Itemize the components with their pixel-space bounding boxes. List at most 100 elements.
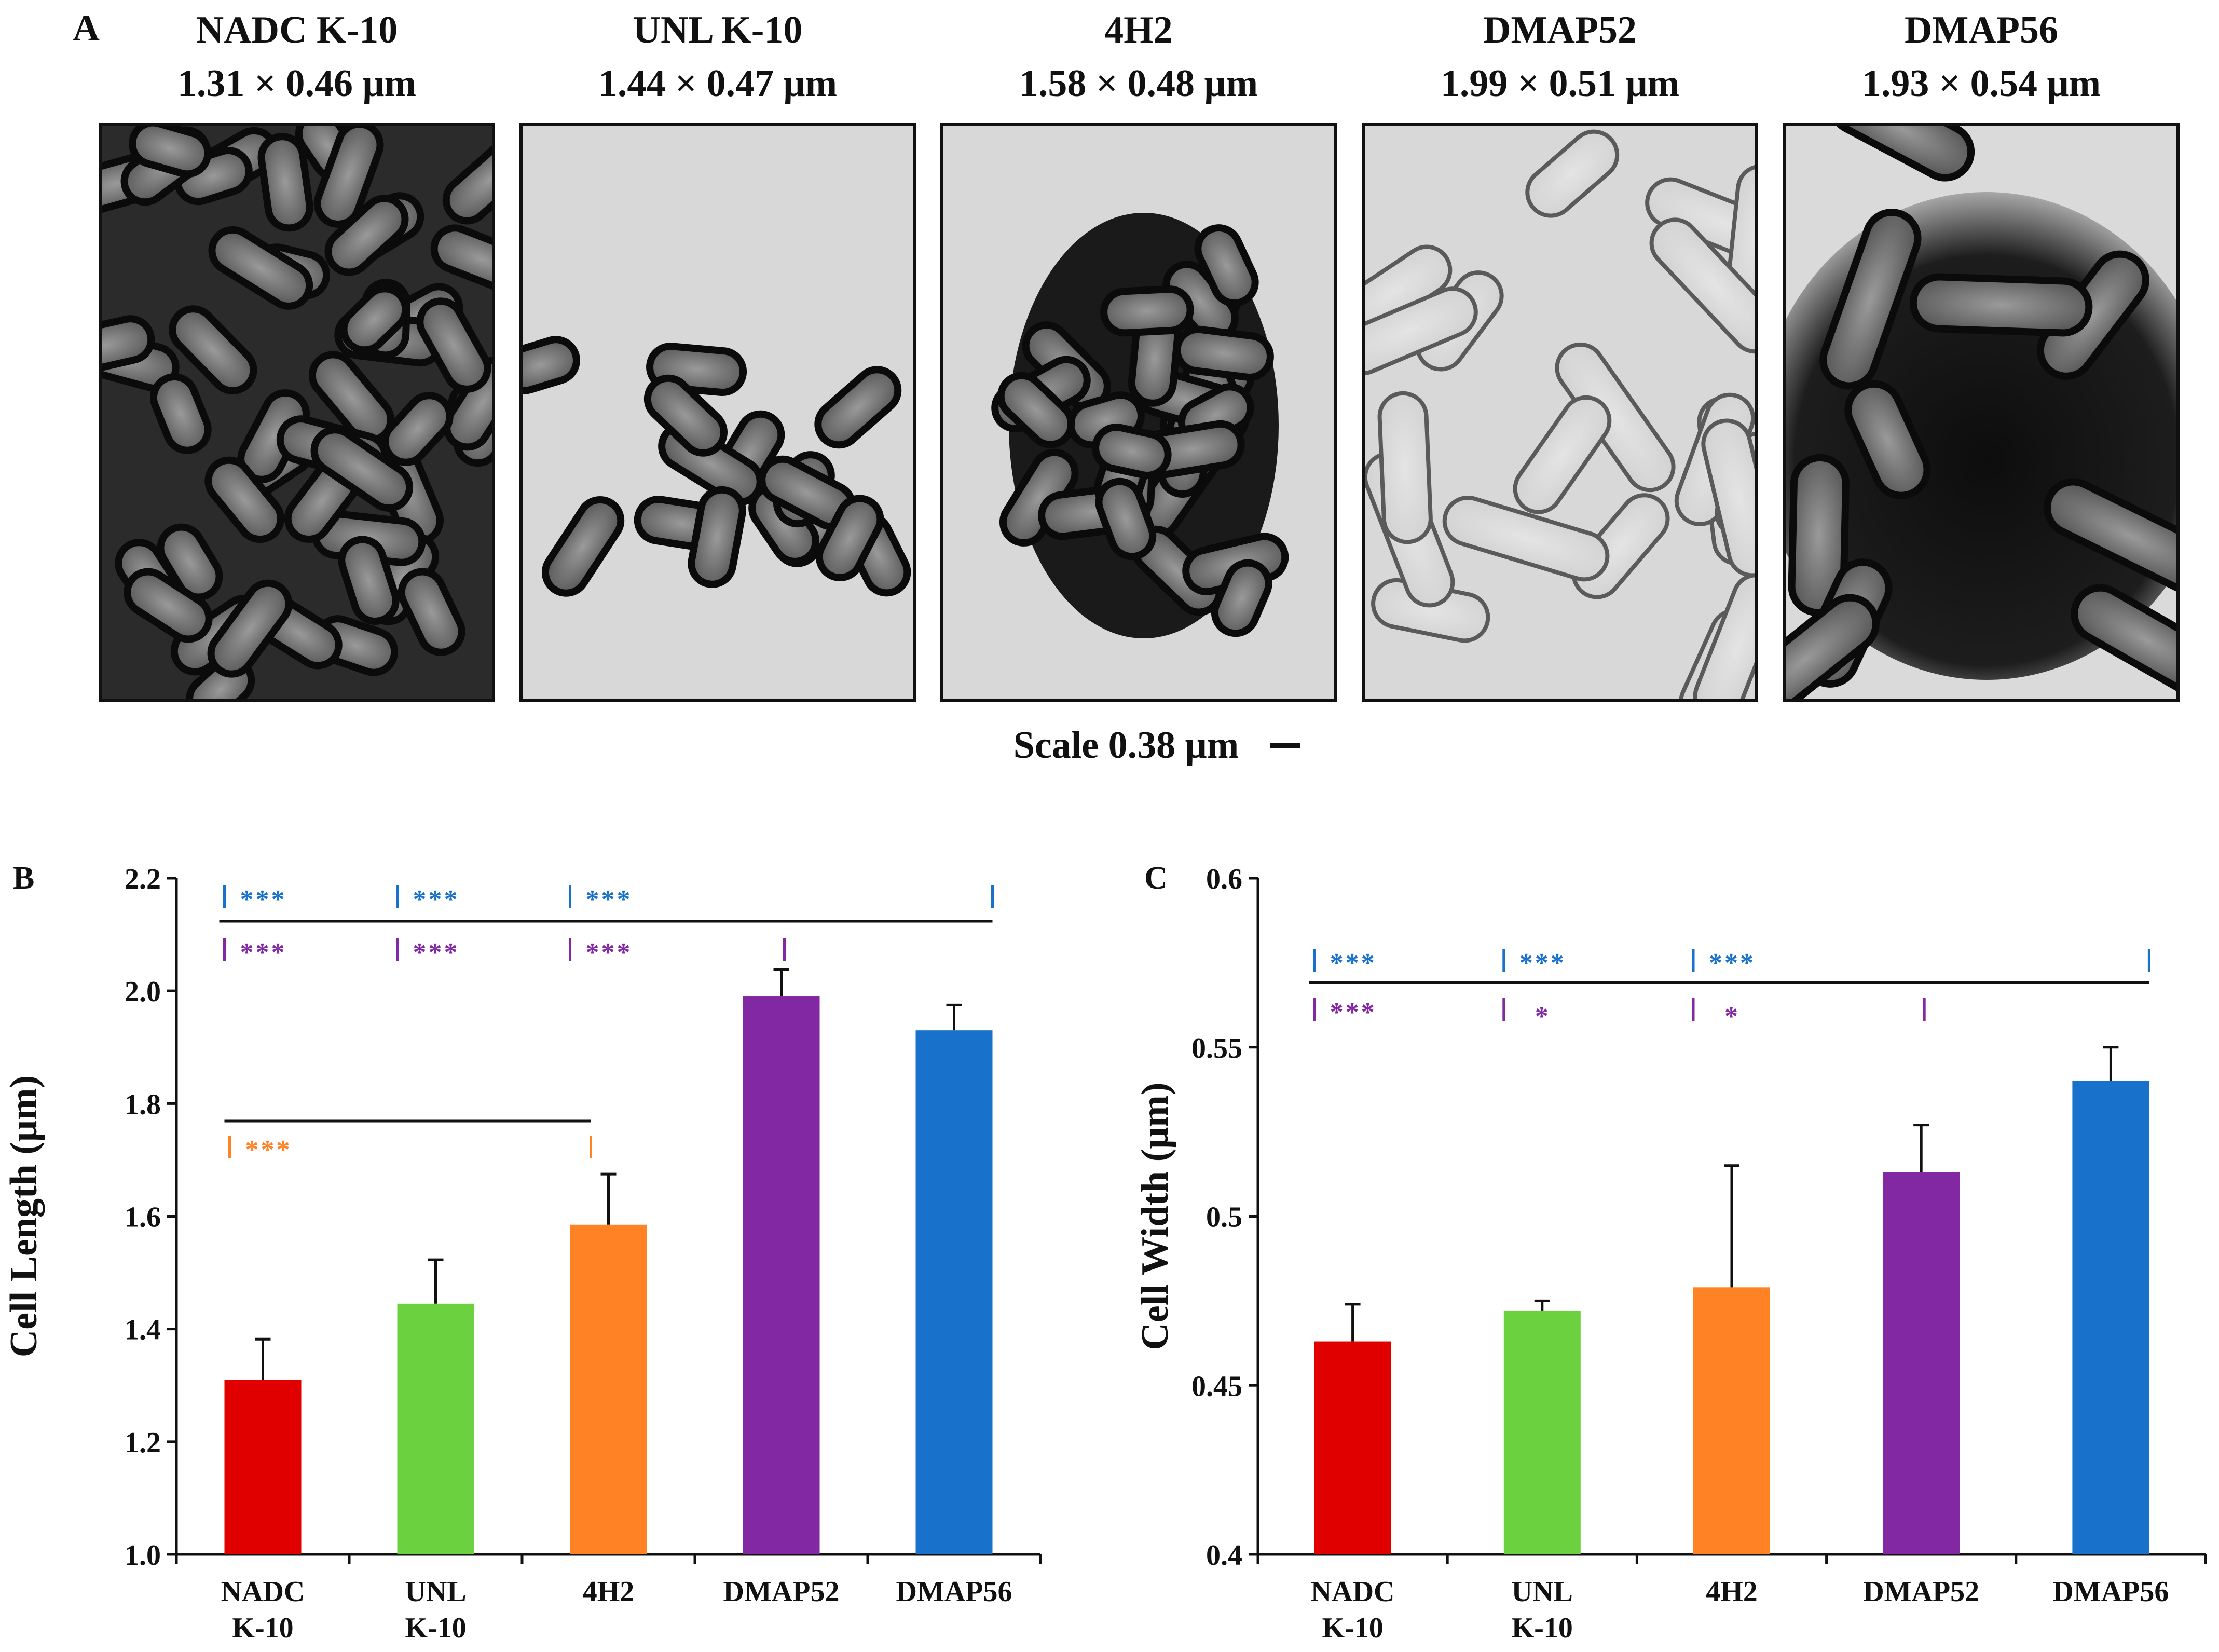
y-tick-label: 1.6: [125, 1202, 161, 1234]
micrograph-nadc-k-10: [100, 125, 494, 701]
micrograph-unl-k-10: [521, 125, 914, 701]
y-tick-label: 1.2: [125, 1427, 161, 1459]
image-title-dmap56: DMAP56: [1905, 9, 2058, 51]
panel-a: NADC K-10 1.31 × 0.46 μm UNL K-10 1.44 × 0.…: [99, 9, 2180, 702]
scale-label: Scale 0.38 μm: [1013, 724, 1239, 767]
x-tick-label: 4H2: [583, 1576, 635, 1608]
bacterial-cell: [129, 125, 212, 178]
bacterial-cell: [1095, 477, 1157, 561]
micrograph-dmap56: [1785, 125, 2178, 701]
significance-mark: ***: [245, 1135, 292, 1165]
y-axis-label: Cell Length (μm): [3, 1075, 45, 1357]
bar-dmap52: [1883, 1172, 1960, 1554]
bacterial-cell: [1645, 177, 1757, 269]
image-frame-dmap56: [1783, 123, 2180, 702]
significance-mark: ***: [413, 885, 460, 914]
bacterial-cell: [1701, 418, 1757, 578]
x-tick-label: UNL: [1512, 1576, 1573, 1608]
bacterial-cell: [1194, 224, 1259, 307]
micrograph-dmap52: [1363, 125, 1757, 701]
bacterial-cell: [688, 486, 746, 588]
x-tick-label: DMAP56: [2052, 1576, 2169, 1608]
image-title-nadc-k-10: NADC K-10: [196, 9, 398, 51]
bar-unl-k-10: [397, 1303, 474, 1554]
significance-mark: ***: [240, 885, 287, 914]
significance-mark: ***: [1709, 948, 1756, 978]
bacterial-cell: [1442, 495, 1610, 582]
y-tick-label: 0.6: [1206, 863, 1242, 895]
image-title-unl-k-10: UNL K-10: [633, 9, 803, 51]
y-tick-label: 2.0: [125, 976, 161, 1008]
bacterial-cell: [541, 496, 625, 597]
bar-dmap56: [2072, 1081, 2149, 1554]
image-frame-unl-k-10: [519, 123, 916, 702]
y-tick-label: 0.45: [1191, 1370, 1242, 1402]
image-dims-dmap52: 1.99 × 0.51 μm: [1441, 62, 1679, 105]
panel-b-chart: B Cell Length (μm) 1.0 1.2 1.4 1.6 1.8 2.0 2.2 NA…: [3, 861, 1042, 1644]
bacterial-cell: [398, 568, 465, 656]
bacterial-cell: [1844, 380, 1931, 499]
y-tick-label: 1.8: [125, 1088, 161, 1121]
bar-nadc-k-10: [224, 1380, 302, 1554]
bacterial-cell: [310, 426, 414, 512]
bacterial-cell: [2043, 478, 2178, 595]
micrograph-4h2: [942, 125, 1335, 701]
bar-dmap56: [915, 1030, 993, 1554]
bacterial-cell: [149, 373, 212, 454]
y-tick-label: 0.5: [1206, 1202, 1242, 1234]
y-tick-label: 1.0: [125, 1539, 161, 1572]
bar-dmap52: [743, 996, 820, 1554]
bacterial-cell: [208, 226, 313, 310]
bar-nadc-k-10: [1314, 1341, 1391, 1554]
bacterial-cell: [338, 536, 400, 625]
bacterial-cell: [430, 224, 494, 294]
x-tick-label: DMAP52: [723, 1576, 840, 1608]
significance-mark: ***: [1519, 948, 1566, 978]
bacterial-cell: [207, 579, 293, 678]
x-tick-label: K-10: [1512, 1612, 1573, 1644]
bar-4h2: [570, 1224, 647, 1554]
x-tick-label: NADC: [1311, 1576, 1395, 1608]
significance-mark: *: [1535, 1002, 1551, 1031]
image-frame-dmap52: [1362, 123, 1758, 702]
y-tick-label: 0.55: [1191, 1032, 1242, 1064]
image-dims-4h2: 1.58 × 0.48 μm: [1019, 62, 1258, 105]
bacterial-cell: [204, 456, 284, 543]
bacterial-cell: [1513, 395, 1612, 514]
bacterial-cell: [169, 305, 257, 394]
bacterial-cell: [997, 372, 1075, 448]
x-tick-label: DMAP52: [1863, 1576, 1979, 1608]
bacterial-cell: [257, 133, 313, 232]
scale-bar: [1270, 743, 1300, 748]
x-tick-label: K-10: [405, 1612, 466, 1644]
bacterial-cell: [1092, 424, 1172, 479]
y-tick-label: 2.2: [125, 863, 161, 895]
bacterial-cell: [381, 392, 454, 466]
image-frame-nadc-k-10: [99, 123, 495, 702]
panel-a-label: A: [73, 7, 100, 49]
x-tick-label: DMAP56: [896, 1576, 1012, 1608]
bacterial-cell: [1693, 572, 1757, 701]
bacterial-cell: [1828, 125, 1975, 182]
bacterial-cell: [1909, 273, 2093, 337]
bar-unl-k-10: [1503, 1310, 1581, 1554]
bacterial-cell: [1211, 559, 1272, 637]
image-dims-dmap56: 1.93 × 0.54 μm: [1862, 62, 2101, 105]
panel-label: C: [1144, 861, 1168, 896]
image-dims-unl-k-10: 1.44 × 0.47 μm: [598, 62, 837, 105]
bar-4h2: [1693, 1287, 1770, 1554]
y-tick-label: 1.4: [125, 1314, 161, 1346]
bacterial-cell: [1173, 325, 1274, 381]
significance-mark: ***: [1330, 998, 1377, 1027]
significance-mark: ***: [1330, 948, 1377, 978]
panel-label: B: [13, 861, 34, 896]
significance-mark: ***: [586, 938, 633, 967]
bacterial-cell: [340, 285, 409, 354]
x-tick-label: K-10: [1322, 1612, 1383, 1644]
significance-mark: *: [1724, 1002, 1740, 1031]
significance-mark: ***: [413, 938, 460, 967]
bacterial-cell: [416, 297, 491, 393]
x-tick-label: UNL: [405, 1576, 466, 1608]
bacterial-cell: [814, 366, 902, 449]
